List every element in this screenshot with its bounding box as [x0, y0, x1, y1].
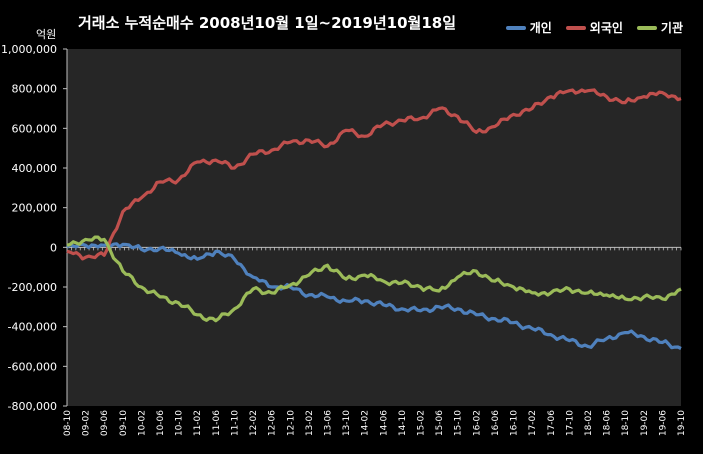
- x-tick-label: 17-02: [528, 410, 538, 436]
- legend-item: 외국인: [565, 19, 623, 36]
- x-tick-label: 12-10: [286, 410, 296, 436]
- x-tick-label: 17-10: [565, 410, 575, 436]
- x-tick-label: 17-06: [547, 410, 557, 436]
- x-tick-label: 10-06: [156, 410, 166, 436]
- x-tick-label: 15-06: [435, 410, 445, 436]
- y-tick-label: 600,000: [12, 122, 58, 135]
- legend-label: 외국인: [589, 21, 623, 35]
- x-tick-label: 14-10: [398, 410, 408, 436]
- x-tick-label: 09-10: [119, 410, 129, 436]
- series-line-1: [65, 242, 682, 350]
- series-line-2: [66, 88, 682, 261]
- series-line-3: [66, 235, 682, 323]
- legend-item: 기관: [636, 19, 683, 36]
- chart-title: 거래소 누적순매수 2008년10월 1일~2019년10월18일: [78, 14, 456, 32]
- y-tick-label: -400,000: [8, 321, 57, 334]
- y-axis-unit-label: 억원: [36, 28, 57, 41]
- legend-item: 개인: [505, 19, 552, 36]
- x-tick-label: 11-06: [212, 410, 222, 436]
- x-tick-label: 09-02: [82, 410, 92, 436]
- x-tick-label: 19-10: [677, 410, 687, 436]
- y-tick-label: 200,000: [12, 202, 58, 215]
- y-tick-label: 400,000: [12, 162, 58, 175]
- x-tick-label: 15-10: [454, 410, 464, 436]
- plot-area: [67, 49, 681, 406]
- y-tick-label: 800,000: [12, 83, 58, 96]
- x-tick-label: 13-10: [342, 410, 352, 436]
- y-tick-label: -600,000: [8, 360, 57, 373]
- x-tick-label: 13-06: [323, 410, 333, 436]
- x-tick-label: 18-02: [584, 410, 594, 436]
- x-tick-label: 11-10: [230, 410, 240, 436]
- x-tick-label: 13-02: [305, 410, 315, 436]
- y-tick-label: 1,000,000: [1, 43, 57, 56]
- legend-label: 개인: [529, 21, 552, 35]
- x-tick-label: 12-02: [249, 410, 259, 436]
- x-tick-label: 16-02: [472, 410, 482, 436]
- x-tick-label: 10-02: [137, 410, 147, 436]
- x-tick-label: 18-06: [603, 410, 613, 436]
- x-tick-label: 16-06: [491, 410, 501, 436]
- x-tick-label: 11-02: [193, 410, 203, 436]
- x-tick-label: 19-02: [640, 410, 650, 436]
- x-tick-label: 14-02: [361, 410, 371, 436]
- y-tick-label: 0: [50, 241, 57, 254]
- x-tick-label: 10-10: [175, 410, 185, 436]
- x-tick-label: 18-10: [621, 410, 631, 436]
- x-tick-label: 09-06: [100, 410, 110, 436]
- legend-swatch: [505, 25, 526, 30]
- legend-label: 기관: [660, 21, 683, 35]
- x-tick-label: 19-06: [658, 410, 668, 436]
- y-tick-label: -800,000: [8, 400, 57, 413]
- x-tick-label: 14-06: [379, 410, 389, 436]
- x-tick-label: 08-10: [63, 410, 73, 436]
- legend: 개인 외국인 기관: [505, 19, 683, 36]
- legend-swatch: [636, 25, 657, 30]
- y-tick-label: -200,000: [8, 281, 57, 294]
- x-tick-label: 15-02: [417, 410, 427, 436]
- legend-swatch: [565, 25, 586, 30]
- x-tick-label: 12-06: [268, 410, 278, 436]
- x-tick-label: 16-10: [510, 410, 520, 436]
